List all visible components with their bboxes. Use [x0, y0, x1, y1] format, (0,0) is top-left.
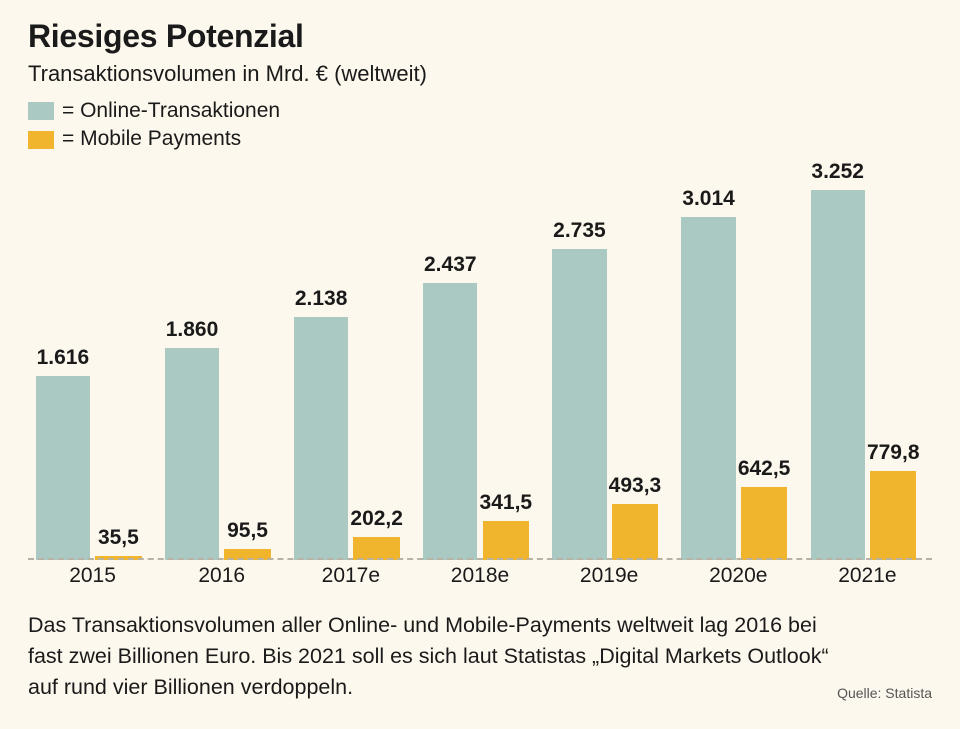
chart-title: Riesiges Potenzial	[28, 18, 932, 55]
bar-groups: 1.61635,51.86095,52.138202,22.437341,52.…	[28, 162, 932, 560]
bar-label-online: 1.860	[166, 318, 219, 342]
bar-group: 2.437 341,5	[415, 162, 544, 560]
bar-label-mobile: 779,8	[867, 441, 920, 465]
bar-online	[36, 376, 90, 560]
bar-group: 1.616 35,5	[28, 162, 157, 560]
bar-label-online: 2.138	[295, 287, 348, 311]
chart-caption: Das Transaktionsvolumen aller Online- un…	[28, 610, 848, 704]
legend-label-online: = Online-Transaktionen	[62, 97, 280, 125]
legend-swatch-mobile	[28, 131, 54, 149]
bar-label-mobile: 95,5	[227, 519, 268, 543]
legend: = Online-Transaktionen = Mobile Payments	[28, 97, 932, 154]
bar-group: 2.735 493,3	[545, 162, 674, 560]
chart-container: Riesiges Potenzial Transaktionsvolumen i…	[0, 0, 960, 729]
bar-mobile	[612, 504, 658, 560]
bar-chart: 1.61635,51.86095,52.138202,22.437341,52.…	[28, 162, 932, 594]
bar-online	[165, 348, 219, 560]
bar-online	[811, 190, 865, 560]
bar-mobile	[353, 537, 399, 560]
x-axis-label: 2015	[28, 560, 157, 594]
bar-mobile	[483, 521, 529, 560]
bar-group: 1.860 95,5	[157, 162, 286, 560]
chart-source: Quelle: Statista	[837, 685, 932, 701]
bar-group: 3.252 779,8	[803, 162, 932, 560]
bar-label-online: 2.735	[553, 219, 606, 243]
legend-label-mobile: = Mobile Payments	[62, 125, 241, 153]
bar-mobile	[870, 471, 916, 560]
bar-online	[552, 249, 606, 560]
bar-label-mobile: 642,5	[738, 457, 791, 481]
x-axis-label: 2017e	[286, 560, 415, 594]
bar-group: 2.138 202,2	[286, 162, 415, 560]
x-axis-label: 2016	[157, 560, 286, 594]
bar-label-mobile: 202,2	[350, 507, 403, 531]
x-axis-labels: 201520162017e2018e2019e2020e2021e	[28, 560, 932, 594]
bar-online	[423, 283, 477, 560]
chart-subtitle: Transaktionsvolumen in Mrd. € (weltweit)	[28, 61, 932, 87]
legend-item-mobile: = Mobile Payments	[28, 125, 932, 153]
bar-label-online: 3.252	[811, 160, 864, 184]
bar-label-mobile: 35,5	[98, 526, 139, 550]
bar-online	[681, 217, 735, 560]
plot-area: 1.61635,51.86095,52.138202,22.437341,52.…	[28, 162, 932, 560]
legend-swatch-online	[28, 102, 54, 120]
bar-online	[294, 317, 348, 560]
x-axis-label: 2019e	[545, 560, 674, 594]
bar-mobile	[741, 487, 787, 560]
x-axis-label: 2018e	[415, 560, 544, 594]
bar-label-online: 3.014	[682, 187, 735, 211]
legend-item-online: = Online-Transaktionen	[28, 97, 932, 125]
x-axis-label: 2020e	[674, 560, 803, 594]
bar-label-online: 2.437	[424, 253, 477, 277]
bar-label-mobile: 341,5	[480, 491, 533, 515]
x-axis-label: 2021e	[803, 560, 932, 594]
bar-label-online: 1.616	[37, 346, 90, 370]
bar-label-mobile: 493,3	[609, 474, 662, 498]
bar-group: 3.014 642,5	[674, 162, 803, 560]
